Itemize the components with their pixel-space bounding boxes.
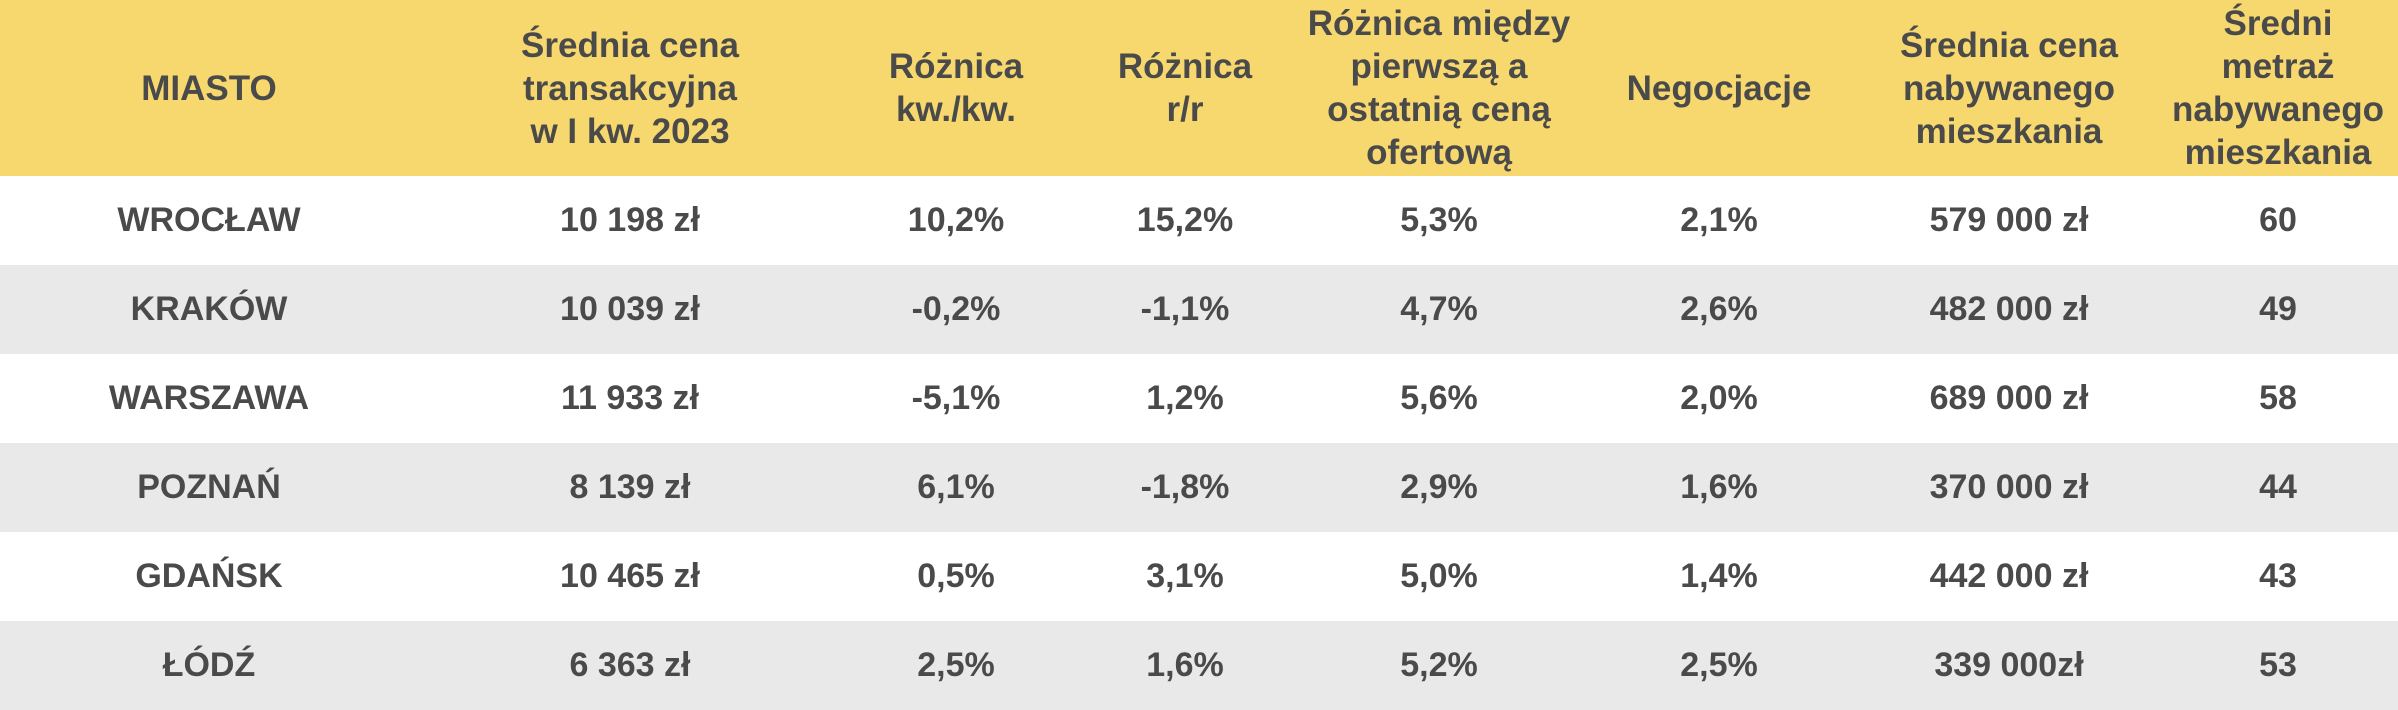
cell-city: WARSZAWA [108, 379, 310, 417]
table-row: GDAŃSK 10 465 zł 0,5% 3,1% 5,0% 1,4% 442… [0, 532, 2398, 621]
cell-avg-flat-price: 689 000 zł [1929, 379, 2089, 417]
cell-avg-flat-price: 442 000 zł [1929, 557, 2089, 595]
cell-city: WROCŁAW [117, 201, 301, 239]
cell-negotiations: 1,6% [1680, 468, 1758, 506]
cell-change-yoy: 3,1% [1146, 557, 1224, 595]
cell-avg-flat-area: 43 [2259, 557, 2297, 595]
cell-avg-flat-price: 370 000 zł [1929, 468, 2089, 506]
cell-avg-flat-area: 53 [2259, 646, 2297, 684]
table-row: WARSZAWA 11 933 zł -5,1% 1,2% 5,6% 2,0% … [0, 354, 2398, 443]
header-first-last-offer-diff: Różnica między pierwszą a ostatnią ceną … [1307, 4, 1571, 172]
cell-negotiations: 2,1% [1680, 201, 1758, 239]
cell-first-last-offer-diff: 5,6% [1400, 379, 1478, 417]
cell-avg-flat-area: 58 [2259, 379, 2297, 417]
cell-city: KRAKÓW [130, 290, 288, 328]
cell-avg-transaction-price: 10 198 zł [560, 201, 700, 239]
cell-change-yoy: 1,2% [1146, 379, 1224, 417]
header-avg-flat-area: Średni metraż nabywanego mieszkania [2172, 4, 2384, 172]
cell-avg-transaction-price: 11 933 zł [560, 379, 699, 417]
cell-change-yoy: -1,1% [1140, 290, 1230, 328]
cell-avg-flat-price: 482 000 zł [1929, 290, 2089, 328]
header-negotiations: Negocjacje [1626, 68, 1812, 108]
cell-avg-transaction-price: 10 465 zł [560, 557, 700, 595]
cell-change-yoy: -1,8% [1140, 468, 1230, 506]
header-change-qoq: Różnica kw./kw. [888, 47, 1024, 129]
cell-avg-flat-area: 49 [2259, 290, 2297, 328]
table-body: WROCŁAW 10 198 zł 10,2% 15,2% 5,3% 2,1% … [0, 176, 2398, 710]
cell-change-qoq: 0,5% [917, 557, 995, 595]
cell-change-qoq: 2,5% [917, 646, 995, 684]
header-avg-flat-price: Średnia cena nabywanego mieszkania [1900, 25, 2118, 151]
cell-city: POZNAŃ [137, 468, 281, 506]
cell-avg-flat-area: 44 [2259, 468, 2297, 506]
cell-change-yoy: 15,2% [1136, 201, 1234, 239]
cell-avg-transaction-price: 6 363 zł [569, 646, 691, 684]
cell-avg-flat-area: 60 [2259, 201, 2297, 239]
cell-change-qoq: 10,2% [907, 201, 1005, 239]
header-city: MIASTO [141, 68, 277, 108]
table-row: ŁÓDŹ 6 363 zł 2,5% 1,6% 5,2% 2,5% 339 00… [0, 621, 2398, 710]
cell-avg-flat-price: 339 000zł [1934, 646, 2084, 684]
cell-avg-transaction-price: 8 139 zł [569, 468, 691, 506]
header-row: MIASTO Średnia cena transakcyjna w I kw.… [0, 0, 2398, 176]
cell-first-last-offer-diff: 5,3% [1400, 201, 1478, 239]
cell-first-last-offer-diff: 5,2% [1400, 646, 1478, 684]
table-row: KRAKÓW 10 039 zł -0,2% -1,1% 4,7% 2,6% 4… [0, 265, 2398, 354]
cell-avg-flat-price: 579 000 zł [1929, 201, 2089, 239]
table-row: POZNAŃ 8 139 zł 6,1% -1,8% 2,9% 1,6% 370… [0, 443, 2398, 532]
cell-negotiations: 1,4% [1680, 557, 1758, 595]
cell-change-qoq: 6,1% [917, 468, 995, 506]
cell-negotiations: 2,5% [1680, 646, 1758, 684]
cell-first-last-offer-diff: 5,0% [1400, 557, 1478, 595]
table-row: WROCŁAW 10 198 zł 10,2% 15,2% 5,3% 2,1% … [0, 176, 2398, 265]
cell-change-yoy: 1,6% [1146, 646, 1224, 684]
cell-first-last-offer-diff: 4,7% [1400, 290, 1478, 328]
cell-city: ŁÓDŹ [162, 646, 256, 684]
cell-avg-transaction-price: 10 039 zł [560, 290, 700, 328]
cell-change-qoq: -5,1% [911, 379, 1001, 417]
table-header: MIASTO Średnia cena transakcyjna w I kw.… [0, 0, 2398, 176]
header-avg-transaction-price: Średnia cena transakcyjna w I kw. 2023 [521, 25, 739, 151]
header-change-yoy: Różnica r/r [1117, 47, 1253, 129]
cell-negotiations: 2,6% [1680, 290, 1758, 328]
cell-city: GDAŃSK [135, 557, 283, 595]
cell-first-last-offer-diff: 2,9% [1400, 468, 1478, 506]
cell-change-qoq: -0,2% [911, 290, 1001, 328]
cell-negotiations: 2,0% [1680, 379, 1758, 417]
